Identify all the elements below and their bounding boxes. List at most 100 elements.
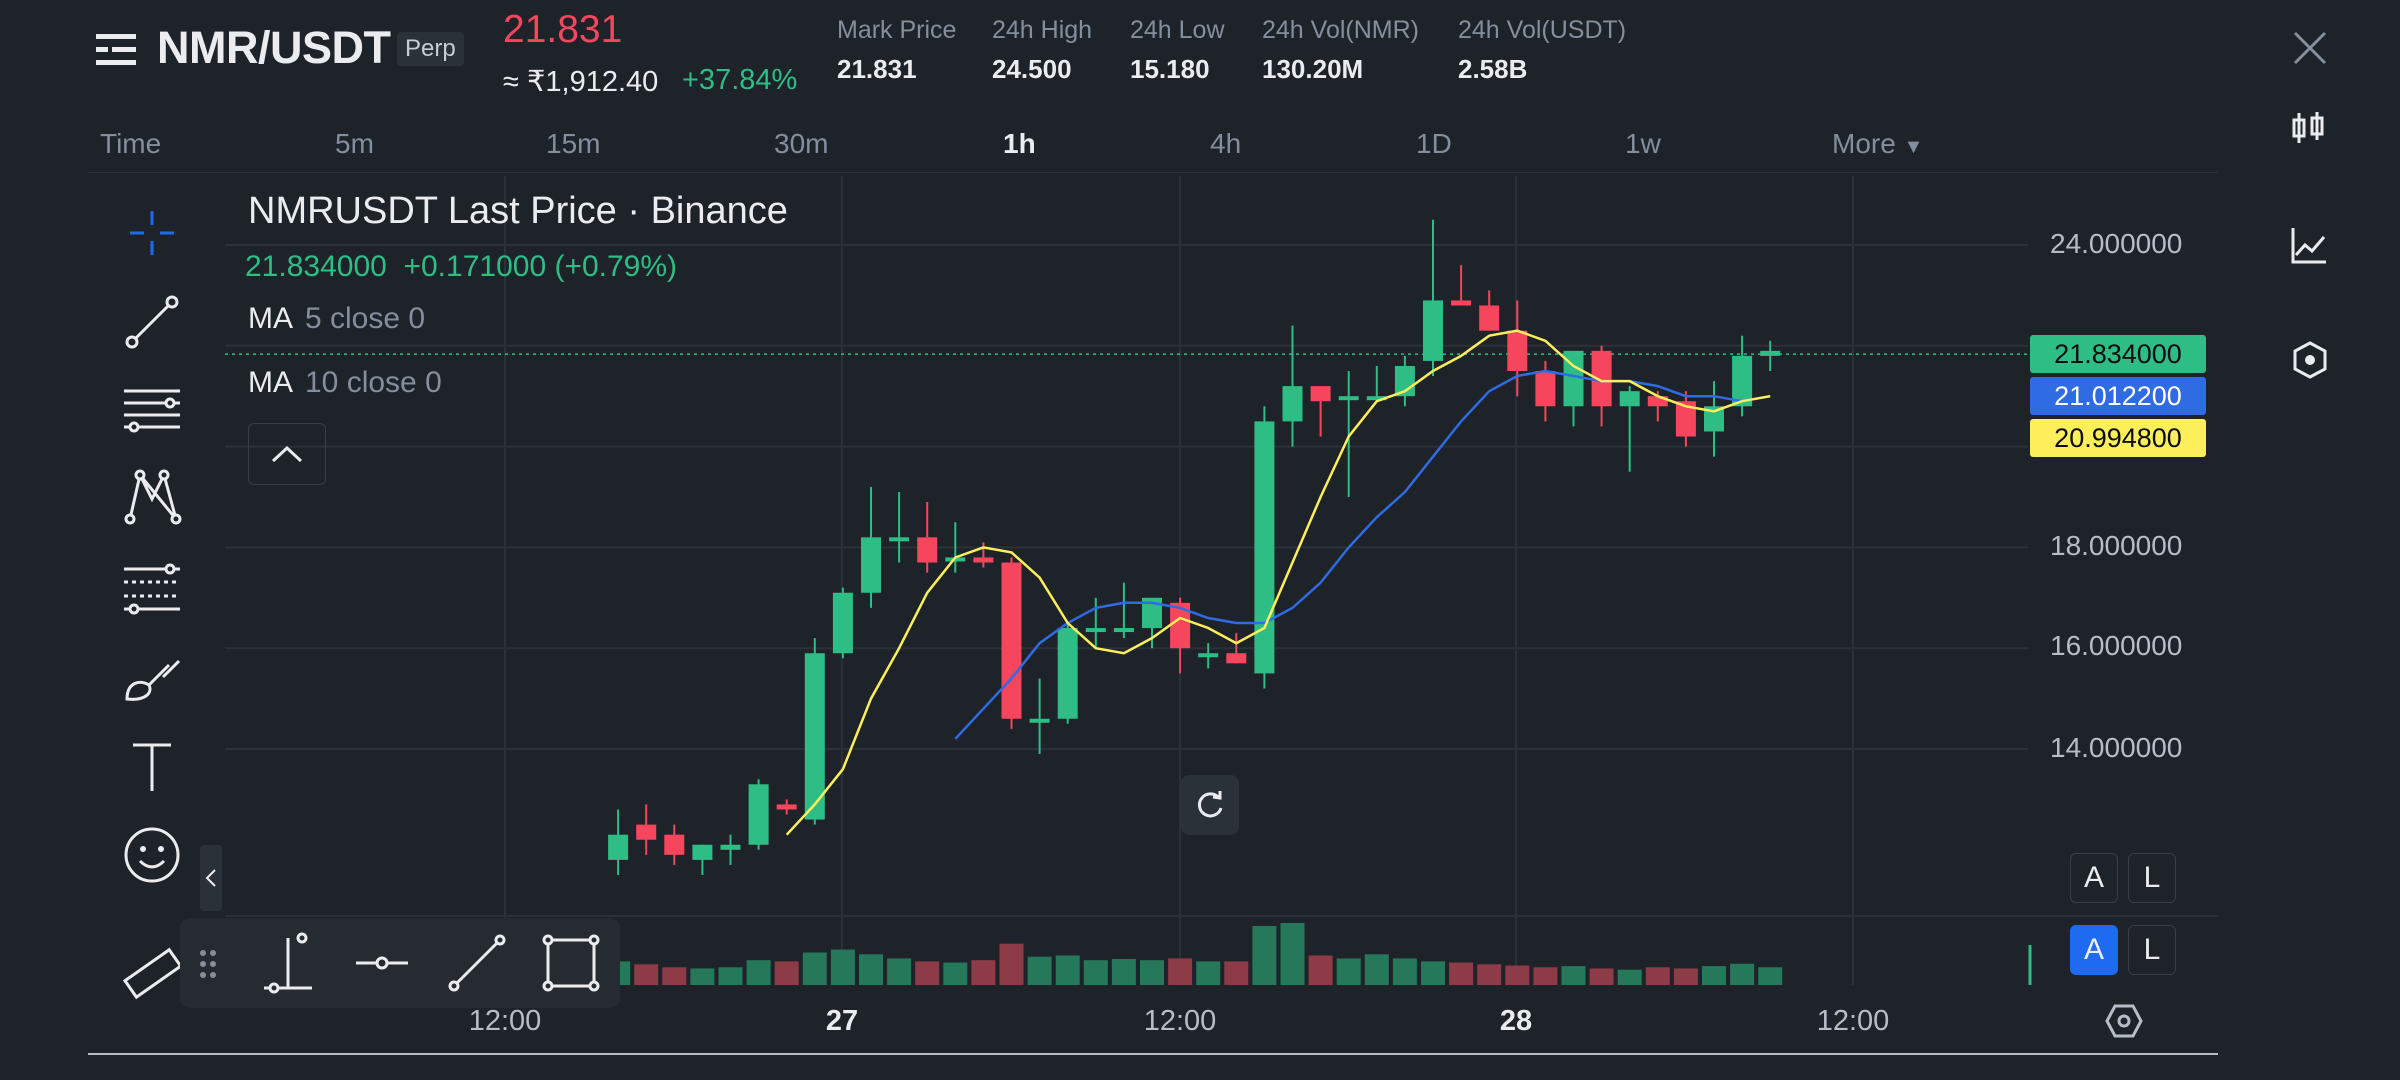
candle-body[interactable]	[1113, 628, 1134, 633]
volume-bar	[1392, 958, 1417, 985]
volume-bar	[1673, 968, 1698, 985]
brush-icon[interactable]	[116, 643, 188, 715]
candle-body[interactable]	[636, 824, 657, 840]
candle-body[interactable]	[1563, 350, 1584, 407]
indicators-icon[interactable]	[2290, 225, 2328, 270]
collapse-legend-button[interactable]	[248, 423, 326, 485]
volume-bar	[690, 968, 715, 985]
chart-settings-icon[interactable]	[2105, 1002, 2143, 1045]
log-scale-button[interactable]: L	[2128, 853, 2176, 903]
vertical-measure-icon[interactable]	[258, 932, 318, 999]
candle-body[interactable]	[776, 804, 797, 810]
log-scale-button-2[interactable]: L	[2128, 925, 2176, 975]
candle-body[interactable]	[1170, 602, 1191, 649]
tab-30m[interactable]: 30m	[774, 128, 829, 159]
change-percent: +37.84%	[682, 64, 798, 96]
close-icon[interactable]	[2292, 30, 2328, 66]
menu-icon[interactable]	[96, 30, 136, 70]
emoji-icon[interactable]	[116, 819, 188, 891]
fibonacci-icon[interactable]	[116, 553, 188, 625]
ma10-legend[interactable]: MA 10 close 0	[248, 366, 442, 400]
auto-scale-button-active[interactable]: A	[2070, 925, 2118, 975]
candle-body[interactable]	[1254, 421, 1275, 674]
reset-chart-button[interactable]	[1181, 775, 1239, 835]
candle-body[interactable]	[1085, 628, 1106, 633]
candle-body[interactable]	[1760, 350, 1781, 356]
candle-body[interactable]	[973, 557, 994, 563]
candle-body[interactable]	[1198, 653, 1219, 658]
toolbar-collapse-handle[interactable]	[200, 845, 222, 911]
trend-line-icon[interactable]	[116, 286, 188, 358]
tab-1d[interactable]: 1D	[1416, 128, 1452, 159]
candle-body[interactable]	[1591, 350, 1612, 407]
candle-body[interactable]	[664, 834, 685, 855]
tab-more[interactable]: More ▼	[1832, 128, 1923, 160]
candle-body[interactable]	[861, 537, 881, 593]
candle-body[interactable]	[1338, 396, 1359, 401]
tab-4h[interactable]: 4h	[1210, 128, 1242, 159]
settings-icon[interactable]	[2292, 340, 2328, 385]
tab-5m[interactable]: 5m	[335, 128, 374, 159]
candle-body[interactable]	[1675, 401, 1696, 437]
horizontal-ray-icon[interactable]	[352, 932, 412, 999]
legend-title: NMRUSDT Last Price · Binance	[248, 190, 788, 232]
candle-type-icon[interactable]	[2290, 110, 2326, 155]
candle-body[interactable]	[1029, 718, 1050, 723]
ma5-line	[785, 329, 1771, 836]
candle-body[interactable]	[1704, 406, 1724, 432]
candle-body[interactable]	[804, 653, 825, 820]
candle-body[interactable]	[1423, 300, 1443, 361]
chevron-up-icon	[271, 445, 303, 463]
volume-bar	[634, 964, 659, 985]
candle-body[interactable]	[832, 592, 853, 654]
pattern-icon[interactable]	[116, 461, 188, 533]
candle-body[interactable]	[1001, 562, 1022, 719]
candle-body[interactable]	[608, 834, 629, 860]
ruler-icon[interactable]	[116, 938, 188, 1010]
drag-handle-icon[interactable]	[198, 948, 218, 985]
ma5-legend[interactable]: MA 5 close 0	[248, 302, 425, 336]
candle-body[interactable]	[1507, 330, 1528, 371]
candle-body[interactable]	[720, 844, 741, 850]
candle-body[interactable]	[692, 844, 713, 860]
candle-body[interactable]	[1366, 396, 1387, 401]
horizontal-lines-icon[interactable]	[116, 373, 188, 445]
caret-down-icon: ▼	[1903, 136, 1924, 158]
volume-bar	[1477, 964, 1502, 985]
candle-body[interactable]	[917, 537, 938, 563]
y-tick-label: 18.000000	[2050, 530, 2183, 561]
volume-bar	[1252, 925, 1277, 985]
candle-body[interactable]	[1647, 396, 1668, 407]
candle-body[interactable]	[1310, 386, 1331, 402]
tab-15m[interactable]: 15m	[546, 128, 601, 159]
tab-more-label: More	[1832, 128, 1896, 159]
auto-scale-button[interactable]: A	[2070, 853, 2118, 903]
tab-1h[interactable]: 1h	[1003, 128, 1036, 159]
candle-body[interactable]	[1732, 355, 1753, 407]
volume-bar	[859, 954, 883, 985]
tab-time[interactable]: Time	[100, 128, 162, 159]
x-tick-label: 12:00	[468, 1005, 542, 1037]
x-tick-label: 12:00	[1143, 1005, 1217, 1037]
candle-body[interactable]	[889, 537, 910, 542]
candle-body[interactable]	[1535, 371, 1556, 407]
candle-body[interactable]	[1057, 628, 1078, 719]
ma10-price-tag: 21.012200	[2030, 377, 2206, 415]
text-tool-icon[interactable]	[116, 731, 188, 803]
crosshair-icon[interactable]	[116, 197, 188, 269]
candle-body[interactable]	[1226, 653, 1247, 664]
ma10-params: 10 close 0	[305, 366, 442, 399]
candle-body[interactable]	[1619, 391, 1640, 407]
tab-1w[interactable]: 1w	[1625, 128, 1661, 159]
refresh-icon	[1197, 791, 1223, 818]
line-tool-icon[interactable]	[446, 932, 508, 999]
candle-body[interactable]	[1142, 597, 1162, 629]
candle-body[interactable]	[1282, 386, 1303, 422]
candle-body[interactable]	[1479, 305, 1500, 331]
rectangle-tool-icon[interactable]	[540, 932, 602, 999]
symbol-title[interactable]: NMR/USDT	[157, 22, 391, 73]
volume-bar	[1308, 955, 1333, 985]
candle-body[interactable]	[748, 784, 769, 845]
candle-body[interactable]	[1451, 300, 1472, 306]
